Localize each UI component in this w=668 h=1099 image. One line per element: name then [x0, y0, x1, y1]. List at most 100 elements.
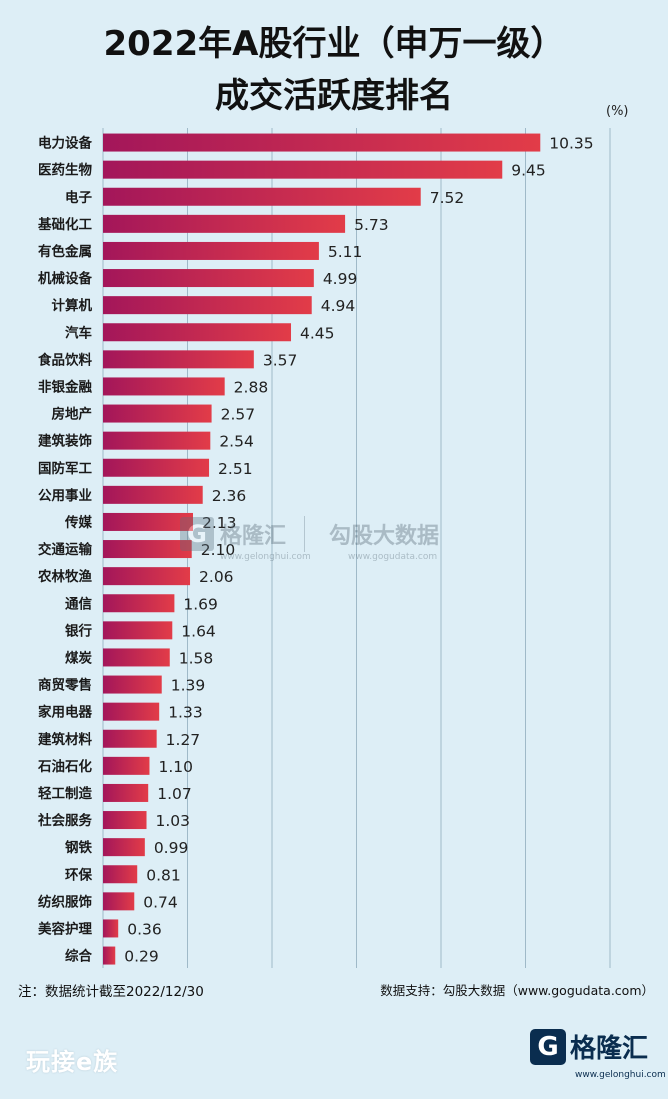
- bar: [103, 187, 421, 206]
- bar: [103, 811, 147, 830]
- category-label: 交通运输: [38, 541, 92, 558]
- category-label: 食品饮料: [38, 351, 92, 368]
- value-label: 1.33: [168, 704, 203, 722]
- bar: [103, 702, 160, 721]
- watermark-url: www.gelonghui.com: [220, 552, 311, 562]
- category-label: 石油石化: [37, 758, 92, 775]
- footer-logo-text: 玩接e族: [26, 1048, 119, 1076]
- category-label: 电子: [65, 189, 92, 206]
- watermark-url2: www.gogudata.com: [348, 552, 438, 562]
- bar: [103, 729, 157, 748]
- bars: [103, 133, 541, 965]
- category-label: 建筑材料: [37, 731, 92, 748]
- bar: [103, 648, 170, 667]
- value-label: 1.10: [158, 758, 193, 776]
- labels: 电力设备 10.35 医药生物 9.45 电子 7.52 基础化工 5.73 有色金属 5.11 机…: [37, 135, 594, 966]
- category-label: 房地产: [52, 406, 93, 423]
- category-label: 轻工制造: [38, 785, 92, 802]
- bar: [103, 621, 173, 640]
- category-label: 传媒: [64, 514, 92, 531]
- bar: [103, 594, 175, 613]
- category-label: 计算机: [52, 297, 93, 314]
- brand-url: www.gelonghui.com: [575, 1070, 666, 1080]
- brand-logo-icon: G: [530, 1028, 566, 1065]
- bar: [103, 756, 150, 775]
- category-label: 医药生物: [38, 162, 92, 179]
- value-label: 0.74: [143, 893, 178, 911]
- watermark-divider: [304, 516, 306, 552]
- bar: [103, 946, 116, 965]
- bar: [103, 241, 319, 260]
- value-label: 5.73: [354, 216, 389, 234]
- bar: [103, 865, 138, 884]
- category-label: 商贸零售: [38, 677, 92, 694]
- value-label: 2.88: [234, 378, 269, 396]
- bar: [103, 675, 162, 694]
- bar: [103, 214, 346, 233]
- bar: [103, 567, 191, 586]
- unit-label: (%): [606, 104, 629, 119]
- bar: [103, 350, 254, 369]
- category-label: 通信: [65, 595, 92, 612]
- category-label: 钢铁: [65, 839, 92, 856]
- value-label: 1.07: [157, 785, 192, 803]
- value-label: 10.35: [549, 135, 593, 153]
- value-label: 2.10: [201, 541, 236, 559]
- category-label: 社会服务: [37, 812, 92, 829]
- bar: [103, 323, 292, 342]
- category-label: 环保: [65, 866, 92, 883]
- category-label: 美容护理: [38, 920, 92, 937]
- category-label: 机械设备: [38, 270, 92, 287]
- bar: [103, 838, 145, 857]
- note-left: 注：数据统计截至2022/12/30: [18, 984, 204, 1000]
- value-label: 5.11: [328, 243, 363, 261]
- category-label: 建筑装饰: [37, 433, 92, 450]
- value-label: 3.57: [263, 351, 298, 369]
- bar-chart: 电力设备 10.35 医药生物 9.45 电子 7.52 基础化工 5.73 有色金属 5.11 机…: [37, 128, 611, 968]
- category-label: 基础化工: [38, 216, 92, 233]
- value-label: 7.52: [430, 189, 465, 207]
- value-label: 4.99: [323, 270, 358, 288]
- bar: [103, 540, 192, 559]
- value-label: 2.57: [221, 406, 256, 424]
- bar: [103, 404, 212, 423]
- bar: [103, 296, 312, 315]
- value-label: 1.58: [179, 649, 214, 667]
- value-label: 2.13: [202, 514, 237, 532]
- category-label: 纺织服饰: [38, 893, 92, 910]
- value-label: 2.54: [219, 433, 254, 451]
- watermark-name: 格隆汇: [220, 524, 287, 549]
- value-label: 1.64: [181, 622, 216, 640]
- value-label: 9.45: [511, 162, 546, 180]
- value-label: 1.39: [171, 677, 206, 695]
- value-label: 1.03: [156, 812, 191, 830]
- category-label: 国防军工: [38, 460, 92, 477]
- bar: [103, 783, 149, 802]
- category-label: 有色金属: [38, 243, 92, 260]
- value-label: 4.94: [321, 297, 356, 315]
- bar: [103, 512, 193, 531]
- value-label: 4.45: [300, 324, 335, 342]
- value-label: 2.51: [218, 460, 253, 478]
- chart-title-line2: 成交活跃度排名: [215, 76, 453, 116]
- bar: [103, 458, 210, 477]
- category-label: 非银金融: [38, 378, 92, 395]
- value-label: 1.69: [183, 595, 218, 613]
- value-label: 0.29: [124, 948, 159, 966]
- bar: [103, 377, 225, 396]
- chart-title-line1: 2022年A股行业（申万一级）: [103, 24, 565, 64]
- bar: [103, 133, 541, 152]
- watermark-logo-icon: G: [180, 517, 214, 551]
- category-label: 银行: [65, 622, 92, 639]
- watermark: G 格隆汇 勾股大数据 www.gelonghui.com www.gogudata…: [180, 516, 440, 562]
- category-label: 汽车: [65, 324, 92, 341]
- bar: [103, 269, 314, 288]
- value-label: 0.36: [127, 920, 162, 938]
- brand-name: 格隆汇: [570, 1034, 649, 1064]
- category-label: 家用电器: [38, 704, 92, 721]
- bar: [103, 160, 503, 179]
- category-label: 公用事业: [38, 487, 92, 504]
- note-right: 数据支持：勾股大数据（www.gogudata.com）: [380, 983, 654, 998]
- watermark-name2: 勾股大数据: [329, 524, 440, 549]
- category-label: 农林牧渔: [37, 568, 92, 585]
